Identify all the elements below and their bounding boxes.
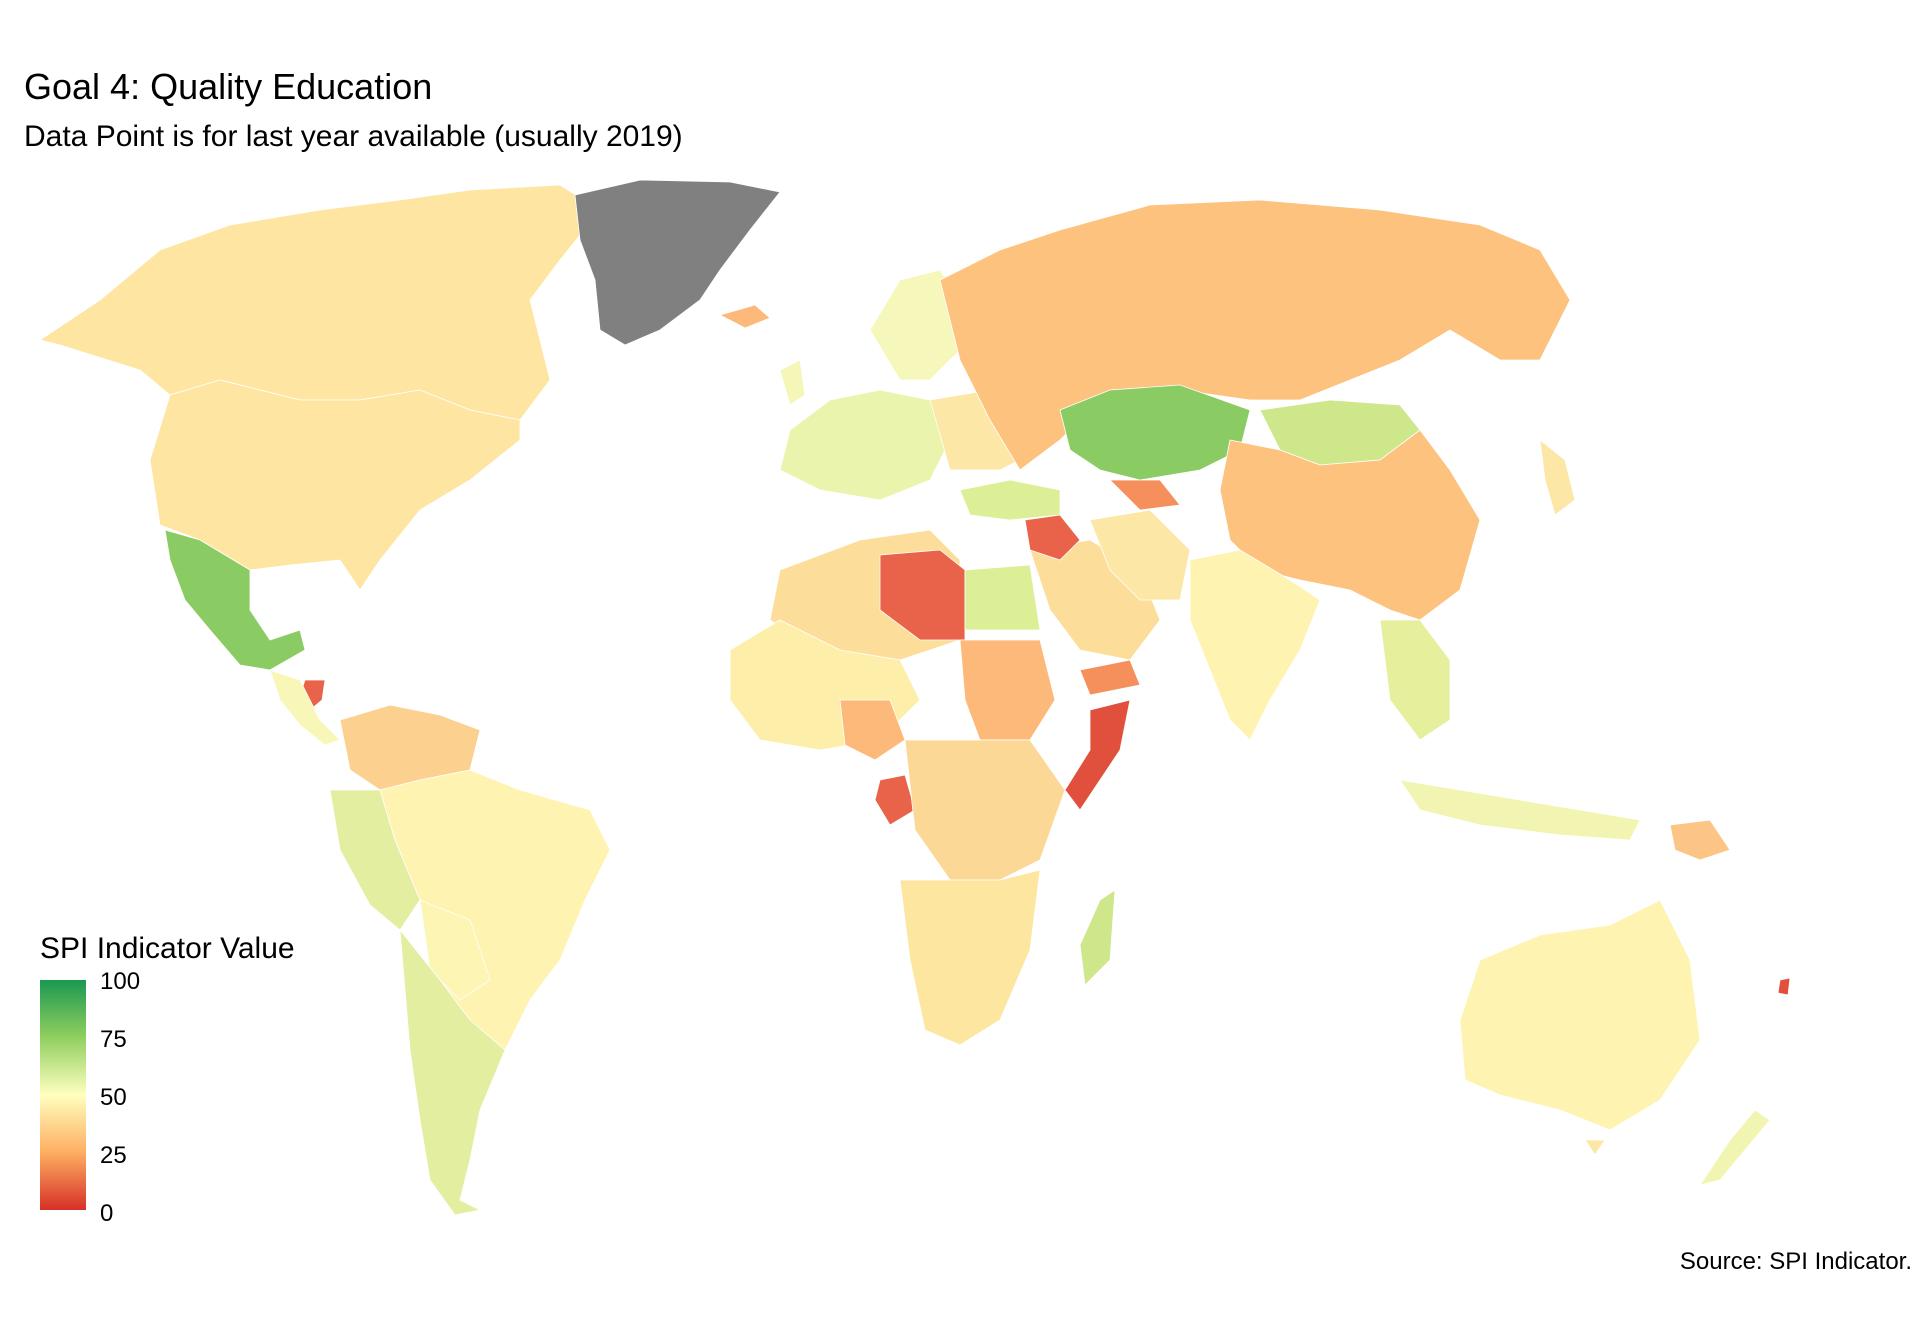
country-egypt [964,564,1041,631]
country-greenland [574,179,781,346]
source-caption: Source: SPI Indicator. [1679,1248,1912,1275]
country-india [1189,549,1321,741]
map-subtitle: Data Point is for last year available (u… [24,120,683,153]
country-japan [1539,439,1576,516]
country-australia [1459,899,1701,1131]
country-papua-new-guinea [1669,819,1731,861]
country-uk [779,359,806,406]
legend-color-bar [40,980,86,1210]
map-title: Goal 4: Quality Education [24,66,433,107]
country-tasmania [1584,1139,1606,1156]
legend-tick-75: 75 [100,1026,127,1053]
country-iraq-syria [1024,514,1081,561]
country-southeast-asia [1379,619,1451,741]
country-new-zealand [1699,1109,1771,1186]
country-argentina-chile [399,928,506,1216]
country-turkmenistan [1109,479,1181,511]
country-canada [39,184,601,421]
country-bolivia-paraguay [419,899,491,1001]
country-iceland [718,304,771,329]
country-fiji [1777,977,1791,996]
country-gabon-congo [874,774,916,826]
country-russia [939,199,1571,471]
country-kazakhstan [1059,384,1251,481]
country-sudan [959,639,1056,741]
country-indonesia [1399,779,1641,841]
country-central-america-2 [269,669,341,746]
country-iran [1089,509,1191,601]
legend-tick-50: 50 [100,1084,127,1111]
legend-title: SPI Indicator Value [40,932,295,965]
legend-tick-100: 100 [100,968,141,995]
legend-tick-0: 0 [100,1200,114,1227]
country-yemen [1079,659,1141,696]
country-southern-africa [899,869,1041,1046]
country-central-africa [904,739,1066,881]
country-madagascar [1079,889,1116,986]
country-somalia [1064,699,1131,811]
country-mexico [164,529,306,671]
country-western-europe [779,389,951,501]
country-turkey [959,479,1061,521]
legend-tick-25: 25 [100,1142,127,1169]
country-nigeria [839,699,906,761]
